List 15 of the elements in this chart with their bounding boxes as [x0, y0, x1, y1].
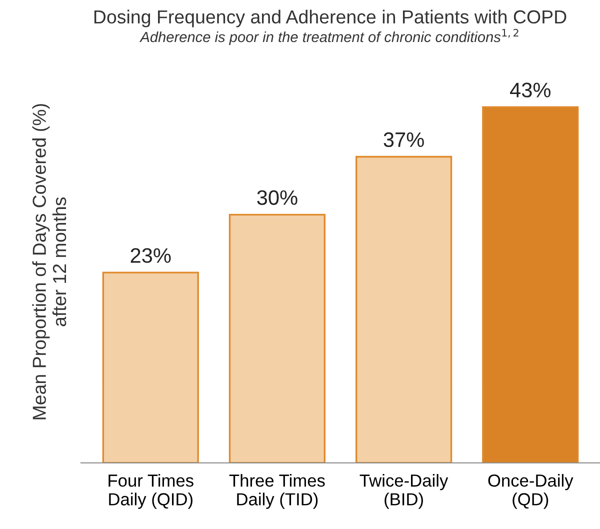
bar [355, 156, 452, 463]
bar [228, 214, 326, 463]
data-label: 37% [384, 132, 424, 148]
x-tick-label: Twice-Daily (BID) [360, 474, 448, 509]
data-label: 43% [510, 82, 550, 98]
chart-title: Dosing Frequency and Adherence in Patients with COPD [94, 10, 566, 28]
bar [102, 272, 199, 463]
data-label: 23% [130, 248, 171, 263]
data-label: 30% [257, 190, 298, 205]
x-tick-label: Four Times Daily (QID) [108, 474, 194, 509]
y-axis-title: Mean Proportion of Days Covered (%) after 12 months [32, 104, 66, 420]
bar [482, 106, 579, 463]
chart-subtitle: Adherence is poor in the treatment of chronic conditions$^{1,2}$ [139, 28, 518, 46]
x-tick-label: Three Times Daily (TID) [229, 474, 325, 509]
x-tick-label: Once-Daily (QD) [488, 474, 574, 509]
